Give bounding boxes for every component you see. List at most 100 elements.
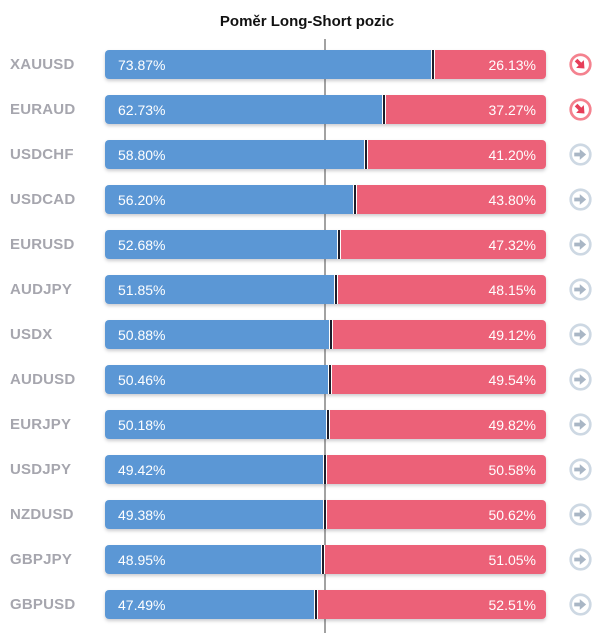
pair-label: AUDJPY bbox=[10, 281, 73, 298]
chart-title: Poměr Long-Short pozic bbox=[219, 13, 395, 30]
long-percent-label: 51.85% bbox=[118, 281, 166, 298]
pair-label: EURJPY bbox=[10, 416, 72, 433]
long-short-ratio-bar: 52.68% 47.32% bbox=[105, 230, 546, 259]
segment-divider bbox=[314, 590, 319, 619]
long-percent-label: 48.95% bbox=[118, 551, 166, 568]
arrow-right-icon[interactable] bbox=[568, 367, 593, 392]
segment-divider bbox=[430, 50, 435, 79]
pair-row: GBPUSD 47.49% 52.51% bbox=[0, 590, 614, 619]
pair-label: USDCHF bbox=[10, 146, 74, 163]
short-segment: 52.51% bbox=[318, 590, 546, 619]
trend-icon-column bbox=[546, 322, 614, 347]
pair-row: EURUSD 52.68% 47.32% bbox=[0, 230, 614, 259]
long-segment: 50.18% bbox=[105, 410, 327, 439]
pair-row: EURJPY 50.18% 49.82% bbox=[0, 410, 614, 439]
long-short-ratio-bar: 50.46% 49.54% bbox=[105, 365, 546, 394]
long-percent-label: 50.88% bbox=[118, 326, 166, 343]
pair-label: NZDUSD bbox=[10, 506, 74, 523]
segment-divider bbox=[322, 455, 327, 484]
arrow-right-icon[interactable] bbox=[568, 502, 593, 527]
long-short-ratio-bar: 50.88% 49.12% bbox=[105, 320, 546, 349]
arrow-right-icon[interactable] bbox=[568, 232, 593, 257]
trend-icon-column bbox=[546, 52, 614, 77]
pair-label: GBPJPY bbox=[10, 551, 73, 568]
long-percent-label: 50.46% bbox=[118, 371, 166, 388]
pair-rows-list: XAUUSD 73.87% 26.13% EURAUD bbox=[0, 50, 614, 619]
short-segment: 43.80% bbox=[356, 185, 546, 214]
long-percent-label: 49.42% bbox=[118, 461, 166, 478]
long-short-ratio-bar: 48.95% 51.05% bbox=[105, 545, 546, 574]
arrow-right-icon[interactable] bbox=[568, 592, 593, 617]
long-short-ratio-bar: 51.85% 48.15% bbox=[105, 275, 546, 304]
segment-divider bbox=[320, 545, 325, 574]
long-percent-label: 58.80% bbox=[118, 146, 166, 163]
pair-label: XAUUSD bbox=[10, 56, 75, 73]
long-percent-label: 56.20% bbox=[118, 191, 166, 208]
arrow-right-icon[interactable] bbox=[568, 547, 593, 572]
segment-divider bbox=[364, 140, 369, 169]
short-segment: 51.05% bbox=[324, 545, 546, 574]
long-short-ratio-bar: 49.42% 50.58% bbox=[105, 455, 546, 484]
long-short-ratio-bar: 58.80% 41.20% bbox=[105, 140, 546, 169]
arrow-right-icon[interactable] bbox=[568, 322, 593, 347]
segment-divider bbox=[329, 320, 334, 349]
pair-row: EURAUD 62.73% 37.27% bbox=[0, 95, 614, 124]
pair-label: USDX bbox=[10, 326, 53, 343]
short-segment: 49.54% bbox=[331, 365, 546, 394]
trend-icon-column bbox=[546, 592, 614, 617]
short-segment: 50.58% bbox=[326, 455, 546, 484]
long-segment: 47.49% bbox=[105, 590, 315, 619]
trend-icon-column bbox=[546, 412, 614, 437]
long-percent-label: 49.38% bbox=[118, 506, 166, 523]
trend-icon-column bbox=[546, 97, 614, 122]
arrow-down-right-icon[interactable] bbox=[568, 52, 593, 77]
pair-row: USDCAD 56.20% 43.80% bbox=[0, 185, 614, 214]
long-short-ratio-bar: 62.73% 37.27% bbox=[105, 95, 546, 124]
long-segment: 73.87% bbox=[105, 50, 431, 79]
short-segment: 37.27% bbox=[385, 95, 546, 124]
short-percent-label: 49.12% bbox=[488, 326, 536, 343]
short-segment: 26.13% bbox=[434, 50, 546, 79]
short-segment: 50.62% bbox=[326, 500, 546, 529]
segment-divider bbox=[327, 365, 332, 394]
pair-row: GBPJPY 48.95% 51.05% bbox=[0, 545, 614, 574]
trend-icon-column bbox=[546, 142, 614, 167]
long-segment: 62.73% bbox=[105, 95, 382, 124]
pair-label: AUDUSD bbox=[10, 371, 76, 388]
long-segment: 56.20% bbox=[105, 185, 353, 214]
long-short-ratio-bar: 47.49% 52.51% bbox=[105, 590, 546, 619]
short-percent-label: 51.05% bbox=[488, 551, 536, 568]
pair-row: AUDJPY 51.85% 48.15% bbox=[0, 275, 614, 304]
long-segment: 49.38% bbox=[105, 500, 323, 529]
chart-area: XAUUSD 73.87% 26.13% EURAUD bbox=[0, 28, 614, 633]
arrow-right-icon[interactable] bbox=[568, 412, 593, 437]
long-segment: 50.46% bbox=[105, 365, 328, 394]
arrow-right-icon[interactable] bbox=[568, 187, 593, 212]
arrow-down-right-icon[interactable] bbox=[568, 97, 593, 122]
short-percent-label: 50.62% bbox=[488, 506, 536, 523]
segment-divider bbox=[326, 410, 331, 439]
long-short-ratio-bar: 73.87% 26.13% bbox=[105, 50, 546, 79]
short-percent-label: 48.15% bbox=[488, 281, 536, 298]
pair-label: USDCAD bbox=[10, 191, 76, 208]
short-percent-label: 26.13% bbox=[488, 56, 536, 73]
long-segment: 50.88% bbox=[105, 320, 330, 349]
short-percent-label: 41.20% bbox=[488, 146, 536, 163]
arrow-right-icon[interactable] bbox=[568, 142, 593, 167]
arrow-right-icon[interactable] bbox=[568, 457, 593, 482]
short-percent-label: 43.80% bbox=[488, 191, 536, 208]
pair-row: XAUUSD 73.87% 26.13% bbox=[0, 50, 614, 79]
pair-row: AUDUSD 50.46% 49.54% bbox=[0, 365, 614, 394]
short-segment: 41.20% bbox=[368, 140, 546, 169]
segment-divider bbox=[337, 230, 342, 259]
long-short-ratio-bar: 56.20% 43.80% bbox=[105, 185, 546, 214]
pair-label: USDJPY bbox=[10, 461, 72, 478]
segment-divider bbox=[381, 95, 386, 124]
segment-divider bbox=[352, 185, 357, 214]
arrow-right-icon[interactable] bbox=[568, 277, 593, 302]
segment-divider bbox=[322, 500, 327, 529]
trend-icon-column bbox=[546, 232, 614, 257]
trend-icon-column bbox=[546, 502, 614, 527]
long-segment: 49.42% bbox=[105, 455, 323, 484]
